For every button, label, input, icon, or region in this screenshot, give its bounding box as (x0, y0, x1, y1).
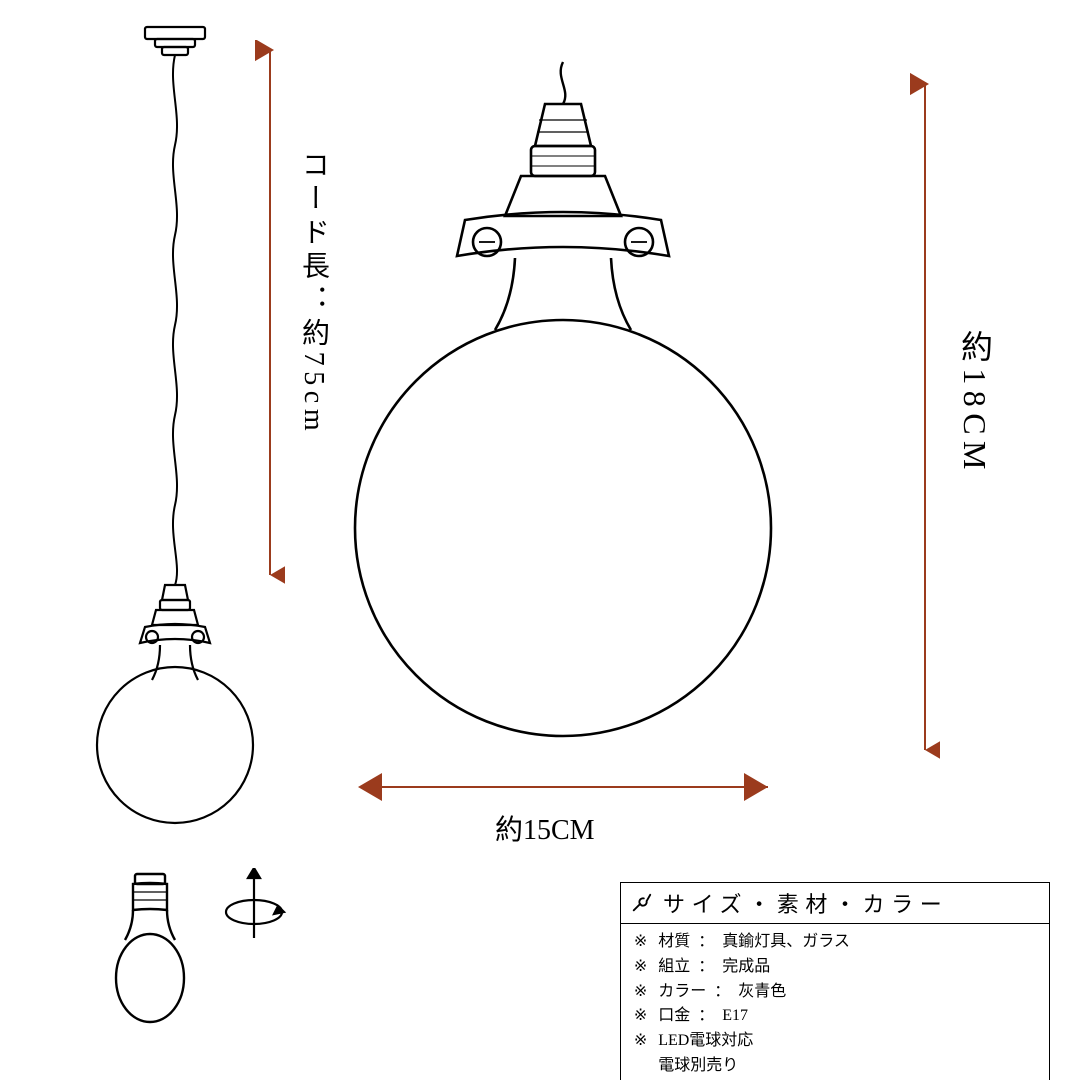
info-key: カラー (658, 980, 706, 1005)
asterisk-icon: ※ (631, 1004, 650, 1029)
info-key: 組立 (658, 955, 690, 980)
height-label: 約18CM (952, 330, 998, 476)
cord-length-arrow (255, 40, 285, 585)
width-arrow (350, 772, 780, 802)
asterisk-icon: ※ (631, 930, 650, 955)
asterisk-icon: ※ (631, 955, 650, 980)
info-row: ※ LED電球対応 (631, 1029, 1039, 1054)
info-row: ※組立：完成品 (631, 955, 1039, 980)
info-note: LED電球対応 (658, 1029, 753, 1054)
width-label: 約15CM (495, 808, 595, 848)
info-key: 口金 (658, 1004, 690, 1029)
info-body: ※材質：真鍮灯具、ガラス ※組立：完成品 ※カラー：灰青色 ※口金：E17 ※L… (621, 924, 1049, 1080)
info-heading-row: サイズ・素材・カラー (621, 883, 1049, 924)
info-row: ※口金：E17 (631, 1004, 1039, 1029)
info-val: 完成品 (722, 955, 770, 980)
wrench-icon (631, 892, 653, 914)
asterisk-icon: ※ (631, 980, 650, 1005)
info-box: サイズ・素材・カラー ※材質：真鍮灯具、ガラス ※組立：完成品 ※カラー：灰青色… (620, 882, 1050, 1080)
info-val: 灰青色 (738, 980, 786, 1005)
asterisk-icon: ※ (631, 1029, 650, 1054)
height-arrow (910, 72, 940, 762)
info-key: 材質 (658, 930, 690, 955)
pendant-closeup-svg (345, 60, 785, 770)
bulb-icon (105, 870, 195, 1030)
info-val: E17 (722, 1004, 748, 1029)
info-row: ※材質：真鍮灯具、ガラス (631, 930, 1039, 955)
cord-length-label: コード長：約75cm (293, 150, 333, 436)
info-row: ※電球別売り (631, 1054, 1039, 1079)
info-val: 真鍮灯具、ガラス (722, 930, 850, 955)
info-heading: サイズ・素材・カラー (663, 887, 948, 919)
diagram-stage: コード長：約75cm (0, 0, 1080, 1080)
rotate-icon (218, 868, 290, 942)
info-row: ※カラー：灰青色 (631, 980, 1039, 1005)
info-note: 電球別売り (658, 1054, 738, 1079)
